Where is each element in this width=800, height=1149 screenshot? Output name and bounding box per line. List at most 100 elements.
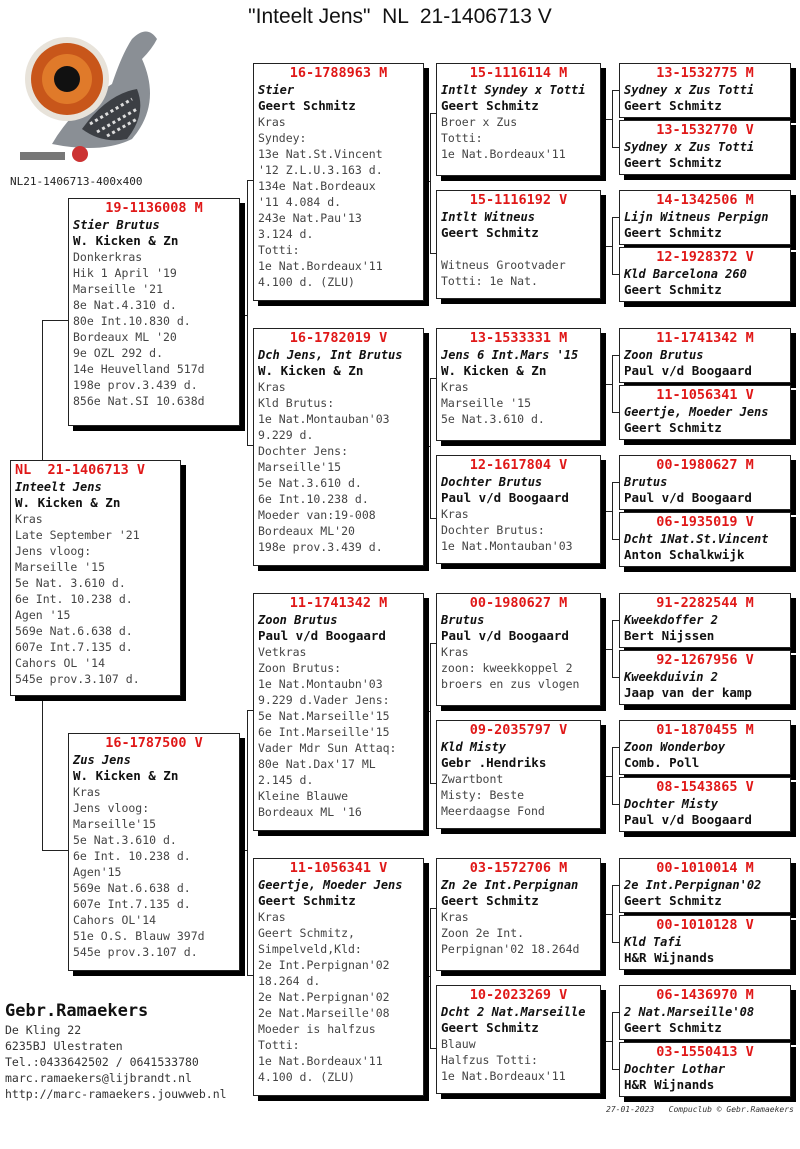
detail-line: Kras	[258, 910, 286, 924]
connector-line	[612, 942, 619, 943]
owner-name: W. Kicken & Zn	[441, 363, 547, 378]
detail-line: 243e Nat.Pau'13	[258, 211, 362, 225]
detail-line: Bordeaux ML '16	[258, 805, 362, 819]
detail-line: Bordeaux ML'20	[258, 524, 355, 538]
pigeon-name: Sydney x Zus Totti	[624, 140, 755, 154]
detail-line: 6e Int.10.238 d.	[258, 492, 369, 506]
great-great-grandparent-card[interactable]: 92-1267956 V Kweekduivin 2 Jaap van der ka…	[619, 650, 791, 705]
ring-number: 03-1550413 V	[656, 1044, 754, 1060]
detail-line: 134e Nat.Bordeaux	[258, 179, 376, 193]
detail-line: Halfzus Totti:	[441, 1053, 538, 1067]
connector-line	[612, 885, 613, 942]
great-great-grandparent-card[interactable]: 00-1980627 M Brutus Paul v/d Boogaard	[619, 455, 791, 510]
ring-number: 11-1741342 M	[656, 330, 754, 346]
page-title: "Inteelt Jens" NL 21-1406713 V	[248, 5, 552, 28]
connector-line	[612, 274, 619, 275]
breeder-email[interactable]: marc.ramaekers@lijbrandt.nl	[5, 1071, 192, 1085]
ring-number: 15-1116114 M	[469, 65, 568, 81]
breeder-website[interactable]: http://marc-ramaekers.jouwweb.nl	[5, 1087, 227, 1101]
great-great-grandparent-card[interactable]: 91-2282544 M Kweekdoffer 2 Bert Nijssen	[619, 593, 791, 648]
ring-number: 00-1010128 V	[656, 917, 754, 933]
pigeon-name: 2 Nat.Marseille'08	[624, 1005, 755, 1019]
detail-line: Bordeaux ML '20	[73, 330, 177, 344]
subject-pigeon-card[interactable]: NL 21-1406713 V Inteelt Jens W. Kicken & Z…	[10, 460, 181, 696]
connector-line	[612, 1069, 619, 1070]
footer-credit: Compuclub © Gebr.Ramaekers	[668, 1105, 794, 1114]
owner-name: Anton Schalkwijk	[624, 547, 745, 562]
ring-number: 91-2282544 M	[656, 595, 754, 611]
great-grandparent-card[interactable]: 03-1572706 M Zn 2e Int.Perpignan Geert Sch…	[436, 858, 601, 971]
great-grandparent-card[interactable]: 15-1116192 V Intlt Witneus Geert Schmitz Wi…	[436, 190, 601, 299]
connector-line	[423, 976, 430, 977]
detail-line: 607e Int.7.135 d.	[15, 640, 133, 654]
ring-number: 08-1543865 V	[656, 779, 754, 795]
ring-number: 01-1870455 M	[656, 722, 754, 738]
detail-line: 856e Nat.SI 10.638d	[73, 394, 205, 408]
grandparent-card[interactable]: 11-1056341 V Geertje, Moeder Jens Geert Sc…	[253, 858, 424, 1096]
grandparent-card[interactable]: 16-1788963 M Stier Geert Schmitz Kras Syndey…	[253, 63, 424, 301]
pigeon-name: Intlt Witneus	[441, 210, 535, 224]
great-great-grandparent-card[interactable]: 00-1010014 M 2e Int.Perpignan'02 Geert Sch…	[619, 858, 791, 913]
pigeon-name: Intlt Syndey x Totti	[441, 83, 586, 97]
detail-line: 6e Int.Marseille'15	[258, 725, 390, 739]
pigeon-name: Jens 6 Int.Mars '15	[441, 348, 579, 362]
pigeon-name: Sydney x Zus Totti	[624, 83, 755, 97]
connector-line	[612, 747, 619, 748]
connector-line	[612, 804, 619, 805]
connector-line	[612, 482, 613, 539]
great-grandparent-card[interactable]: 15-1116114 M Intlt Syndey x Totti Geert Sc…	[436, 63, 601, 176]
sire-card[interactable]: 19-1136008 M Stier Brutus W. Kicken & Zn Do…	[68, 198, 240, 426]
great-great-grandparent-card[interactable]: 14-1342506 M Lijn Witneus Perpign Geert Sc…	[619, 190, 791, 245]
great-great-grandparent-card[interactable]: 08-1543865 V Dochter Misty Paul v/d Boogaa…	[619, 777, 791, 832]
great-great-grandparent-card[interactable]: 13-1532770 V Sydney x Zus Totti Geert Schm…	[619, 120, 791, 175]
detail-line: Marseille'15	[258, 460, 342, 474]
detail-line: Kras	[441, 380, 469, 394]
great-grandparent-card[interactable]: 13-1533331 M Jens 6 Int.Mars '15 W. Kicken…	[436, 328, 601, 441]
detail-line: 3.124 d.	[258, 227, 314, 241]
detail-line: '12 Z.L.U.3.163 d.	[258, 163, 383, 177]
connector-line	[423, 446, 430, 447]
great-great-grandparent-card[interactable]: 11-1056341 V Geertje, Moeder Jens Geert Sc…	[619, 385, 791, 440]
great-grandparent-card[interactable]: 09-2035797 V Kld Misty Gebr .Hendriks Zwart…	[436, 720, 601, 829]
great-great-grandparent-card[interactable]: 12-1928372 V Kld Barcelona 260 Geert Schmi…	[619, 247, 791, 302]
great-grandparent-card[interactable]: 12-1617804 V Dochter Brutus Paul v/d Booga…	[436, 455, 601, 564]
great-grandparent-card[interactable]: 00-1980627 M Brutus Paul v/d Boogaard Kras z…	[436, 593, 601, 706]
detail-line: Zoon 2e Int.	[441, 926, 525, 940]
pigeon-name: Zus Jens	[73, 753, 131, 767]
detail-line: Moeder van:19-008	[258, 508, 376, 522]
great-great-grandparent-card[interactable]: 13-1532775 M Sydney x Zus Totti Geert Schm…	[619, 63, 791, 118]
connector-line	[612, 1012, 619, 1013]
detail-line: 2e Int.Perpignan'02	[258, 958, 390, 972]
footer: 27-01-2023 Compuclub © Gebr.Ramaekers	[606, 1105, 794, 1114]
owner-name: Geert Schmitz	[624, 282, 722, 297]
detail-line: 1e Nat.Bordeaux'11	[441, 1069, 566, 1083]
detail-line: Syndey:	[258, 131, 307, 145]
detail-line: Blauw	[441, 1037, 476, 1051]
great-great-grandparent-card[interactable]: 06-1436970 M 2 Nat.Marseille'08 Geert Schm…	[619, 985, 791, 1040]
grandparent-card[interactable]: 16-1782019 V Dch Jens, Int Brutus W. Kicke…	[253, 328, 424, 566]
grandparent-card[interactable]: 11-1741342 M Zoon Brutus Paul v/d Boogaard…	[253, 593, 424, 831]
detail-line: Late September '21	[15, 528, 140, 542]
pigeon-name: Dch Jens, Int Brutus	[258, 348, 403, 362]
ring-number: 19-1136008 M	[105, 200, 203, 216]
connector-line	[612, 355, 619, 356]
connector-line	[240, 850, 247, 851]
detail-line: Vader Mdr Sun Attaq:	[258, 741, 397, 755]
connector-line	[430, 643, 436, 644]
detail-line: 6e Int. 10.238 d.	[73, 849, 191, 863]
dam-card[interactable]: 16-1787500 V Zus Jens W. Kicken & Zn Kras Je…	[68, 733, 240, 971]
great-great-grandparent-card[interactable]: 03-1550413 V Dochter Lothar H&R Wijnands	[619, 1042, 791, 1097]
great-great-grandparent-card[interactable]: 11-1741342 M Zoon Brutus Paul v/d Boogaard	[619, 328, 791, 383]
great-grandparent-card[interactable]: 10-2023269 V Dcht 2 Nat.Marseille Geert Sc…	[436, 985, 601, 1094]
great-great-grandparent-card[interactable]: 06-1935019 V Dcht 1Nat.St.Vincent Anton Sc…	[619, 512, 791, 567]
owner-name: Bert Nijssen	[624, 628, 715, 643]
ring-number: 11-1056341 V	[656, 387, 754, 403]
detail-line: Vetkras	[258, 645, 307, 659]
connector-line	[430, 253, 436, 254]
detail-line: Kras	[15, 512, 43, 526]
pigeon-name: Zoon Brutus	[624, 348, 704, 362]
great-great-grandparent-card[interactable]: 00-1010128 V Kld Tafi H&R Wijnands	[619, 915, 791, 970]
ring-number: 00-1980627 M	[656, 457, 754, 473]
great-great-grandparent-card[interactable]: 01-1870455 M Zoon Wonderboy Comb. Poll	[619, 720, 791, 775]
pigeon-name: Zoon Wonderboy	[624, 740, 726, 754]
